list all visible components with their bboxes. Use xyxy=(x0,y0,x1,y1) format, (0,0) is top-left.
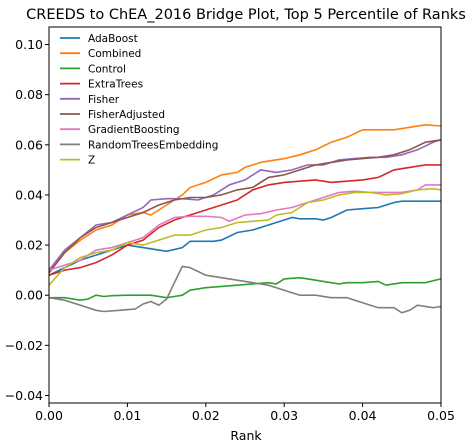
plot-frame xyxy=(48,26,442,404)
series-line-gradientboosting xyxy=(48,184,441,271)
chart-title: CREEDS to ChEA_2016 Bridge Plot, Top 5 P… xyxy=(26,7,466,23)
legend-label: Fisher xyxy=(88,94,120,106)
x-tick-label: 0.03 xyxy=(270,408,298,423)
x-tick-label: 0.00 xyxy=(35,408,63,423)
legend-label: GradientBoosting xyxy=(88,124,180,136)
plot-area: 0.00 0.01 0.02 0.03 0.04 0.05 −0.04 −0.02 0.00 0.… xyxy=(5,26,455,423)
y-tick-label: −0.02 xyxy=(5,338,43,353)
y-tick-label: 0.04 xyxy=(15,187,43,202)
x-axis-label: Rank xyxy=(230,428,262,443)
legend-label: RandomTreesEmbedding xyxy=(88,139,218,151)
y-tick-label: 0.02 xyxy=(15,238,43,253)
y-tick-label: −0.04 xyxy=(5,388,43,403)
legend-label: Control xyxy=(88,63,126,75)
x-tick-label: 0.01 xyxy=(113,408,141,423)
legend-label: Combined xyxy=(88,48,141,60)
series-line-randomtreesembedding xyxy=(48,265,442,314)
y-tick-label: 0.10 xyxy=(15,37,43,52)
series-line-combined xyxy=(48,123,442,274)
legend-label: AdaBoost xyxy=(88,33,138,45)
x-tick-label: 0.04 xyxy=(349,408,377,423)
legend-label: FisherAdjusted xyxy=(88,109,165,121)
y-tick-label: 0.00 xyxy=(15,288,43,303)
legend: AdaBoost Combined Control ExtraTrees Fisher F… xyxy=(60,33,218,167)
legend-label: Z xyxy=(88,155,95,167)
series-line-fisheradjusted xyxy=(48,139,442,274)
x-tick-label: 0.05 xyxy=(427,408,455,423)
y-tick-label: 0.06 xyxy=(15,137,43,152)
y-tick-label: 0.08 xyxy=(15,87,43,102)
series-line-z xyxy=(48,187,442,286)
series-line-extratrees xyxy=(48,164,441,276)
series-line-adaboost xyxy=(48,200,441,276)
x-tick-label: 0.02 xyxy=(192,408,220,423)
series-line-control xyxy=(49,276,442,302)
legend-label: ExtraTrees xyxy=(88,79,143,91)
